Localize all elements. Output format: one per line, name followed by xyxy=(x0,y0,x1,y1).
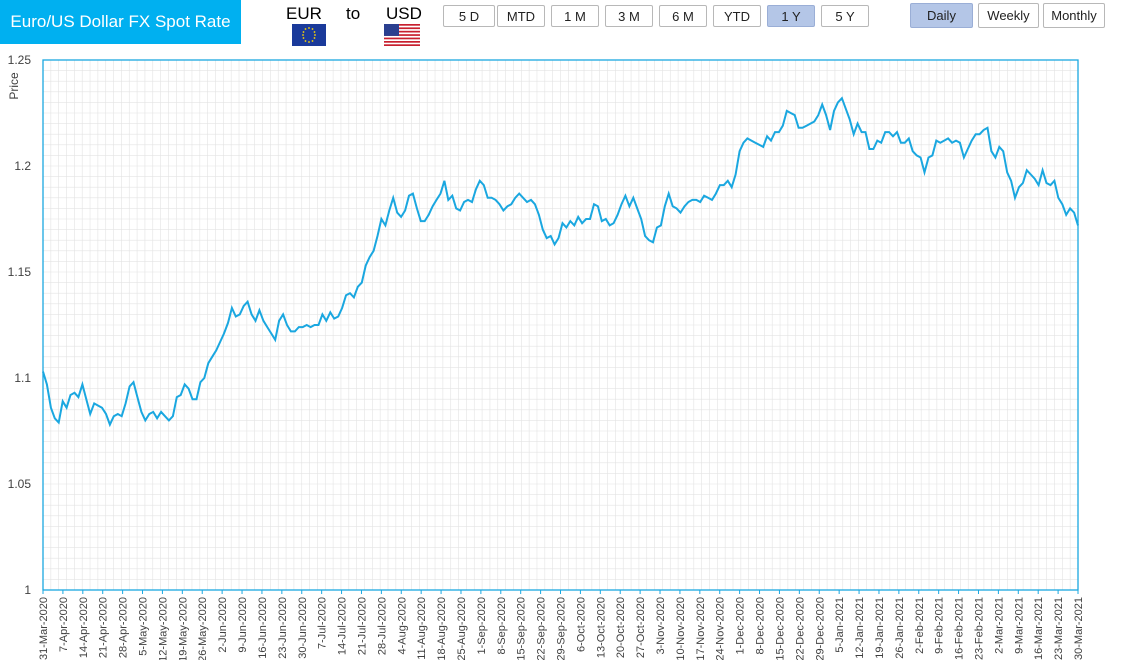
x-tick-label: 22-Dec-2020 xyxy=(794,597,806,660)
x-tick-label: 17-Nov-2020 xyxy=(695,597,707,660)
x-tick-label: 1-Sep-2020 xyxy=(476,597,488,655)
from-currency: EUR xyxy=(286,4,322,23)
range-button-5d[interactable]: 5 D xyxy=(443,5,495,27)
to-currency: USD xyxy=(386,4,422,23)
x-tick-label: 8-Dec-2020 xyxy=(755,597,767,654)
x-tick-label: 2-Jun-2020 xyxy=(217,597,229,653)
x-tick-label: 29-Dec-2020 xyxy=(814,597,826,660)
x-tick-label: 7-Jul-2020 xyxy=(317,597,329,649)
x-tick-label: 15-Dec-2020 xyxy=(774,597,786,660)
x-tick-label: 21-Apr-2020 xyxy=(98,597,110,658)
x-tick-label: 5-May-2020 xyxy=(138,597,150,656)
range-button-1m[interactable]: 1 M xyxy=(551,5,599,27)
range-button-mtd[interactable]: MTD xyxy=(497,5,545,27)
x-tick-label: 24-Nov-2020 xyxy=(715,597,727,660)
range-button-5y[interactable]: 5 Y xyxy=(821,5,869,27)
x-tick-label: 26-Jan-2021 xyxy=(894,597,906,659)
x-tick-label: 19-Jan-2021 xyxy=(874,597,886,659)
x-tick-label: 23-Mar-2021 xyxy=(1053,597,1065,660)
x-tick-label: 16-Mar-2021 xyxy=(1033,597,1045,660)
x-tick-label: 4-Aug-2020 xyxy=(396,597,408,655)
y-tick-label: 1.15 xyxy=(8,265,32,279)
x-tick-label: 10-Nov-2020 xyxy=(675,597,687,660)
x-tick-label: 28-Jul-2020 xyxy=(376,597,388,655)
x-tick-label: 7-Apr-2020 xyxy=(58,597,70,652)
x-tick-label: 27-Oct-2020 xyxy=(635,597,647,658)
x-tick-label: 6-Oct-2020 xyxy=(575,597,587,652)
x-tick-label: 30-Jun-2020 xyxy=(297,597,309,659)
x-tick-label: 20-Oct-2020 xyxy=(615,597,627,658)
x-tick-label: 16-Jun-2020 xyxy=(257,597,269,659)
x-tick-label: 8-Sep-2020 xyxy=(496,597,508,655)
x-tick-label: 9-Jun-2020 xyxy=(237,597,249,653)
x-tick-label: 5-Jan-2021 xyxy=(834,597,846,653)
frequency-button-monthly[interactable]: Monthly xyxy=(1043,3,1105,28)
x-tick-label: 19-May-2020 xyxy=(177,597,189,660)
y-axis-label: Price xyxy=(7,72,21,100)
range-button-6m[interactable]: 6 M xyxy=(659,5,707,27)
x-tick-label: 31-Mar-2020 xyxy=(38,597,50,660)
x-tick-label: 9-Feb-2021 xyxy=(934,597,946,654)
to-word: to xyxy=(346,4,361,23)
frequency-button-daily[interactable]: Daily xyxy=(910,3,973,28)
y-tick-label: 1.05 xyxy=(8,477,32,491)
x-tick-label: 1-Dec-2020 xyxy=(735,597,747,654)
y-tick-label: 1 xyxy=(24,583,31,597)
chart-title: Euro/US Dollar FX Spot Rate xyxy=(0,0,241,44)
x-tick-label: 14-Jul-2020 xyxy=(337,597,349,655)
x-tick-label: 29-Sep-2020 xyxy=(556,597,568,660)
x-axis-ticks: 31-Mar-2020 7-Apr-2020 14-Apr-2020 21-Apr-2… xyxy=(38,590,1085,660)
x-tick-label: 23-Feb-2021 xyxy=(973,597,985,660)
x-tick-label: 2-Mar-2021 xyxy=(993,597,1005,654)
x-tick-label: 26-May-2020 xyxy=(197,597,209,660)
us-flag-icon xyxy=(384,24,420,46)
x-tick-label: 9-Mar-2021 xyxy=(1013,597,1025,654)
y-tick-label: 1.25 xyxy=(8,53,32,67)
eu-flag-icon xyxy=(292,24,326,46)
frequency-button-weekly[interactable]: Weekly xyxy=(978,3,1039,28)
y-axis-ticks: 1.25 1.2 1.15 1.1 1.05 1 xyxy=(8,53,32,597)
x-tick-label: 16-Feb-2021 xyxy=(954,597,966,660)
x-tick-label: 15-Sep-2020 xyxy=(516,597,528,660)
x-tick-label: 12-May-2020 xyxy=(157,597,169,660)
range-button-ytd[interactable]: YTD xyxy=(713,5,761,27)
x-tick-label: 25-Aug-2020 xyxy=(456,597,468,660)
chart-grid xyxy=(43,60,1078,590)
x-tick-label: 23-Jun-2020 xyxy=(277,597,289,659)
x-tick-label: 18-Aug-2020 xyxy=(436,597,448,660)
range-button-1y[interactable]: 1 Y xyxy=(767,5,815,27)
y-tick-label: 1.2 xyxy=(14,159,31,173)
x-tick-label: 14-Apr-2020 xyxy=(78,597,90,658)
x-tick-label: 3-Nov-2020 xyxy=(655,597,667,654)
x-tick-label: 2-Feb-2021 xyxy=(914,597,926,654)
x-tick-label: 21-Jul-2020 xyxy=(356,597,368,655)
y-tick-label: 1.1 xyxy=(14,371,31,385)
x-tick-label: 11-Aug-2020 xyxy=(416,597,428,660)
range-button-3m[interactable]: 3 M xyxy=(605,5,653,27)
x-tick-label: 12-Jan-2021 xyxy=(854,597,866,659)
x-tick-label: 30-Mar-2021 xyxy=(1073,597,1085,660)
x-tick-label: 28-Apr-2020 xyxy=(118,597,130,658)
x-tick-label: 13-Oct-2020 xyxy=(595,597,607,658)
fx-line-chart: 1.25 1.2 1.15 1.1 1.05 1 31-Mar-2020 7-Apr-202… xyxy=(7,53,1085,660)
x-tick-label: 22-Sep-2020 xyxy=(536,597,548,660)
series-line xyxy=(42,96,1079,428)
